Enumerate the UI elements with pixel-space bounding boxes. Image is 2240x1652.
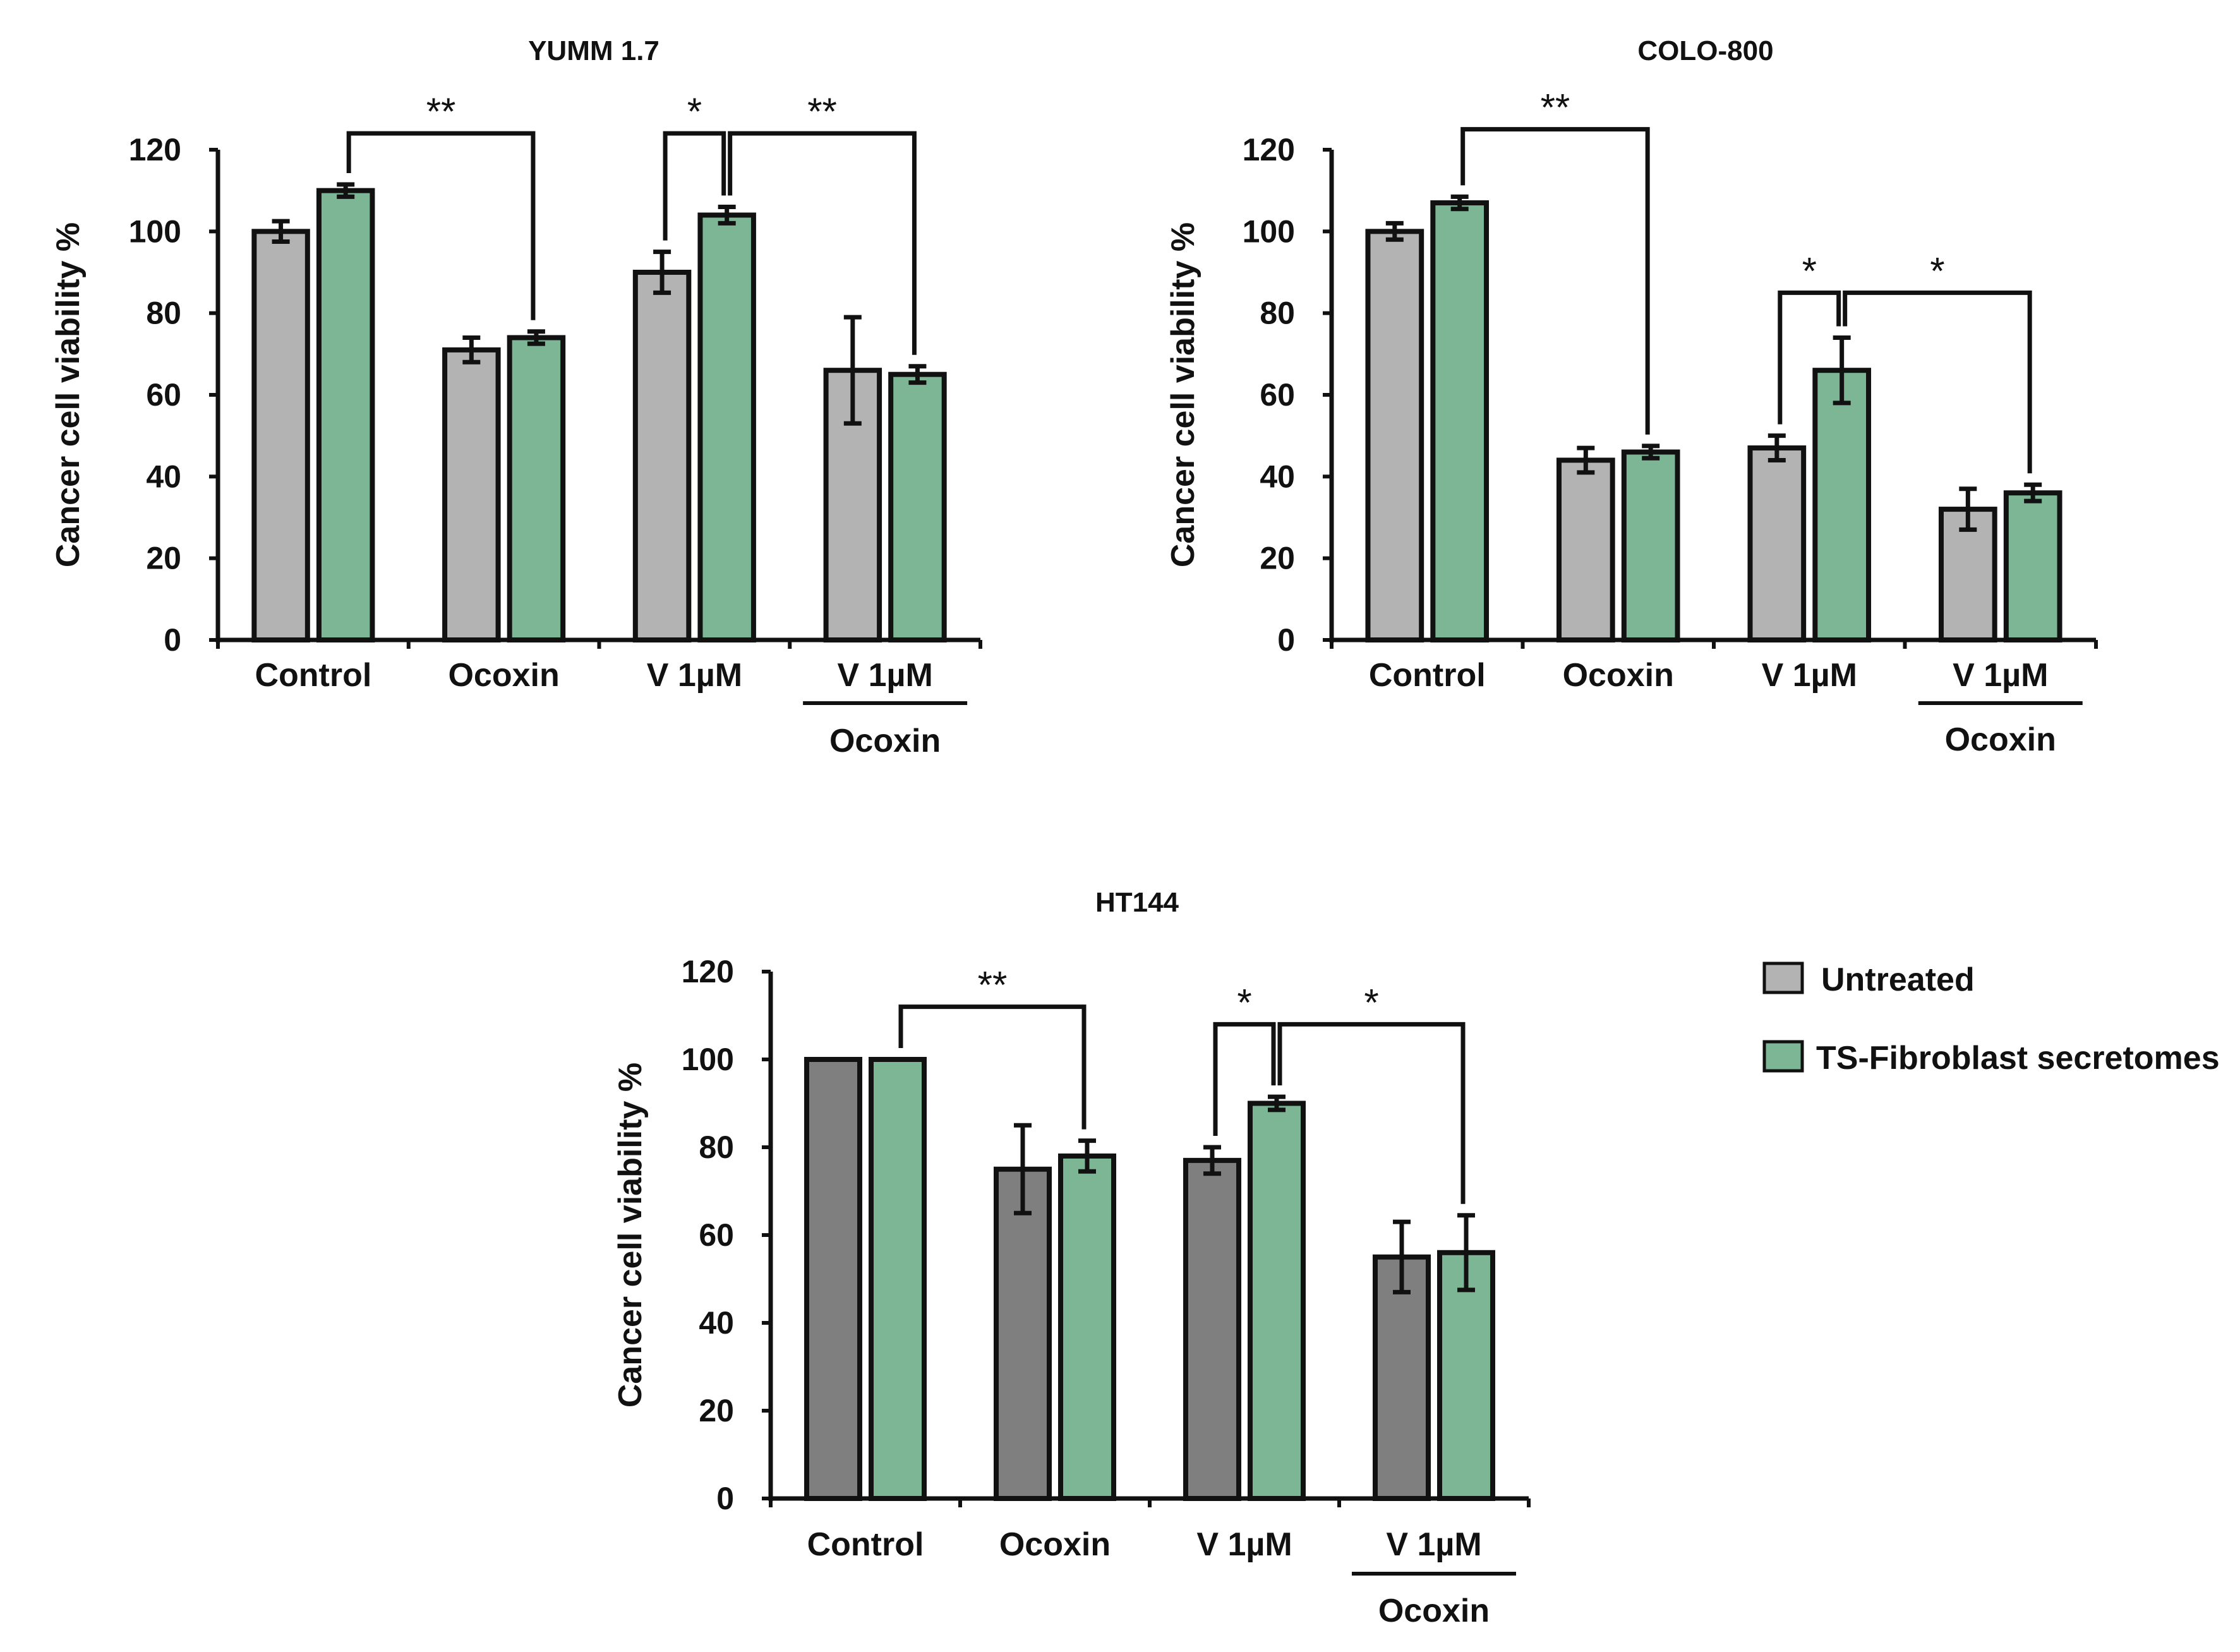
chart-title: HT144 bbox=[1095, 887, 1179, 918]
significance-label: ** bbox=[1541, 87, 1570, 129]
y-tick-label: 80 bbox=[699, 1130, 734, 1165]
x-category-label: V 1µM bbox=[647, 657, 742, 694]
bar-untreated-1 bbox=[442, 347, 501, 642]
bar-secretomes-3 bbox=[888, 371, 947, 643]
x-category-label: V 1µM bbox=[1196, 1526, 1292, 1563]
bar-untreated-2 bbox=[1747, 445, 1807, 642]
y-axis-label: Cancer cell viability % bbox=[1165, 222, 1201, 567]
bar-secretomes-1 bbox=[507, 335, 566, 642]
y-tick-label: 40 bbox=[699, 1305, 734, 1341]
y-axis-label: Cancer cell viability % bbox=[50, 222, 87, 567]
y-tick-label: 80 bbox=[1260, 296, 1295, 331]
significance-bracket-1 bbox=[1778, 290, 1841, 425]
x-category-sublabel: Ocoxin bbox=[1378, 1593, 1490, 1629]
x-category-sublabel: Ocoxin bbox=[1945, 721, 2056, 758]
bar-untreated-0 bbox=[1365, 229, 1424, 643]
y-tick-label: 20 bbox=[699, 1393, 734, 1428]
y-tick-label: 120 bbox=[129, 132, 181, 167]
bar-secretomes-3 bbox=[1437, 1250, 1495, 1502]
y-tick-label: 20 bbox=[146, 541, 181, 576]
significance-bracket-1 bbox=[1213, 1022, 1276, 1136]
legend-label-secretomes: TS-Fibroblast secretomes bbox=[1816, 1040, 2220, 1076]
y-axis-label: Cancer cell viability % bbox=[612, 1063, 649, 1408]
significance-label: ** bbox=[978, 964, 1008, 1006]
y-tick-label: 0 bbox=[1277, 622, 1295, 658]
bar-secretomes-3 bbox=[2003, 490, 2062, 643]
significance-label: ** bbox=[807, 90, 837, 133]
y-tick-label: 80 bbox=[146, 296, 181, 331]
bar-untreated-0 bbox=[804, 1057, 862, 1501]
x-category-label: V 1µM bbox=[1762, 657, 1857, 694]
chart-title: YUMM 1.7 bbox=[528, 35, 659, 66]
legend: Untreated TS-Fibroblast secretomes bbox=[1762, 962, 2220, 1076]
y-tick-label: 100 bbox=[1243, 214, 1295, 249]
significance-label: * bbox=[1237, 981, 1251, 1023]
bar-secretomes-2 bbox=[1248, 1100, 1306, 1501]
x-category-label: Control bbox=[807, 1526, 924, 1563]
x-category-label: V 1µM bbox=[1953, 657, 2048, 694]
x-category-label: Control bbox=[1369, 657, 1486, 694]
bar-secretomes-0 bbox=[869, 1057, 927, 1501]
bar-secretomes-2 bbox=[1812, 368, 1872, 642]
significance-label: ** bbox=[426, 90, 456, 133]
x-category-label: Control bbox=[255, 657, 371, 694]
significance-label: * bbox=[1364, 981, 1378, 1023]
chart-title: COLO-800 bbox=[1637, 35, 1773, 66]
legend-swatch-secretomes bbox=[1762, 1040, 1804, 1073]
x-category-label: Ocoxin bbox=[1563, 657, 1674, 694]
chart-panel-colo800: COLO-800 Cancer cell viability % 0 20 40 60 80… bbox=[1165, 35, 2098, 758]
y-tick-label: 20 bbox=[1260, 541, 1295, 576]
y-tick-label: 100 bbox=[129, 214, 181, 249]
y-tick-label: 40 bbox=[1260, 459, 1295, 494]
legend-swatch-untreated bbox=[1762, 962, 1804, 994]
y-tick-label: 0 bbox=[164, 622, 181, 658]
y-tick-label: 60 bbox=[699, 1217, 734, 1253]
y-tick-label: 120 bbox=[682, 954, 734, 989]
y-tick-label: 120 bbox=[1243, 132, 1295, 167]
bar-untreated-2 bbox=[1183, 1157, 1241, 1501]
bar-untreated-0 bbox=[251, 229, 310, 643]
bar-untreated-2 bbox=[632, 270, 692, 642]
significance-bracket-0 bbox=[1460, 127, 1650, 435]
x-category-label: Ocoxin bbox=[448, 657, 559, 694]
significance-label: * bbox=[1930, 250, 1944, 292]
y-tick-label: 60 bbox=[1260, 377, 1295, 413]
bar-untreated-1 bbox=[1556, 457, 1615, 642]
significance-label: * bbox=[1802, 250, 1817, 292]
bar-secretomes-0 bbox=[1430, 200, 1490, 643]
x-category-label: V 1µM bbox=[837, 657, 932, 694]
y-tick-label: 40 bbox=[146, 459, 181, 494]
significance-bracket-0 bbox=[346, 131, 536, 320]
significance-bracket-2 bbox=[1843, 290, 2032, 474]
significance-bracket-1 bbox=[663, 131, 726, 241]
legend-label-untreated: Untreated bbox=[1821, 962, 1975, 998]
x-category-label: V 1µM bbox=[1386, 1526, 1481, 1563]
bar-secretomes-0 bbox=[316, 188, 375, 642]
bar-secretomes-1 bbox=[1621, 449, 1680, 642]
x-category-label: Ocoxin bbox=[999, 1526, 1111, 1563]
significance-label: * bbox=[687, 90, 702, 133]
bar-secretomes-1 bbox=[1058, 1153, 1116, 1501]
y-tick-label: 60 bbox=[146, 377, 181, 413]
bar-untreated-3 bbox=[1373, 1254, 1431, 1501]
significance-bracket-2 bbox=[1277, 1022, 1466, 1204]
bar-secretomes-2 bbox=[697, 212, 756, 642]
bar-untreated-1 bbox=[994, 1166, 1052, 1501]
chart-panel-ht144: HT144 Cancer cell viability % 0 20 40 60 80 100… bbox=[612, 887, 1531, 1629]
chart-panel-yumm: YUMM 1.7 Cancer cell viability % 0 20 40 60 80… bbox=[50, 35, 982, 759]
y-tick-label: 0 bbox=[716, 1481, 734, 1516]
y-tick-label: 100 bbox=[682, 1042, 734, 1077]
significance-bracket-0 bbox=[898, 1004, 1087, 1130]
significance-bracket-2 bbox=[728, 131, 917, 355]
x-category-sublabel: Ocoxin bbox=[829, 723, 941, 759]
